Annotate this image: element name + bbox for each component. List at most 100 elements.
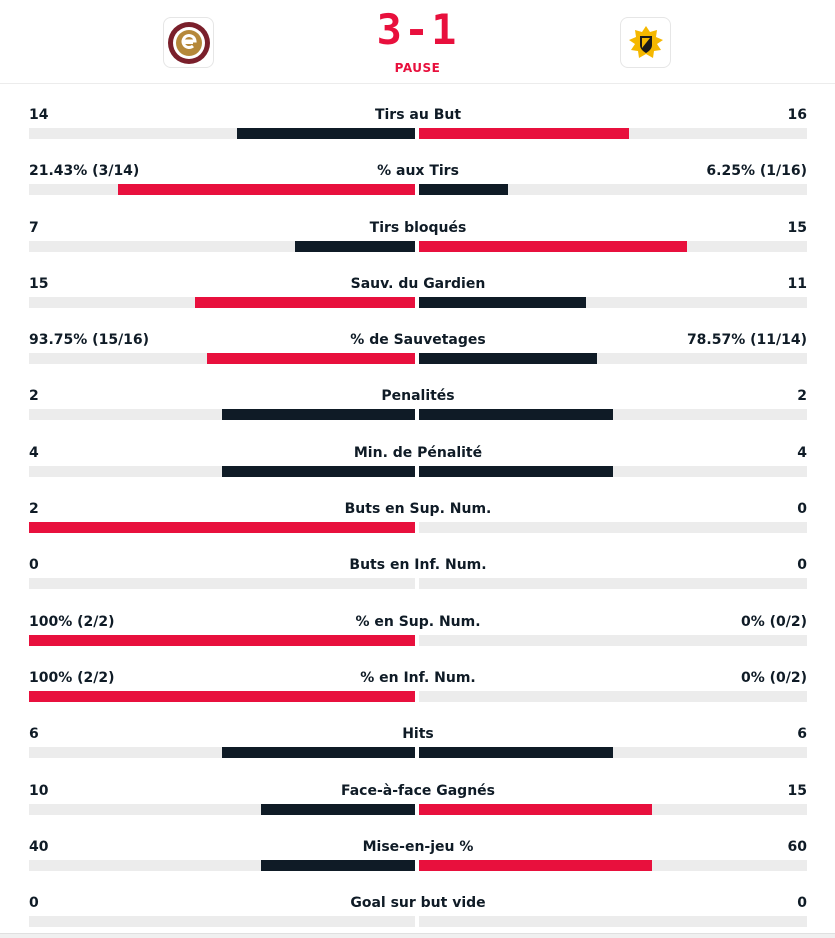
home-stat-bar <box>222 747 415 759</box>
stats-list: 14 Tirs au But 16 21.43% (3/14) % aux Tirs 6.… <box>29 88 807 932</box>
stat-row: 40 Mise-en-jeu % 60 <box>29 820 807 876</box>
home-stat-value: 93.75% (15/16) <box>29 332 150 349</box>
away-stat-bar <box>419 465 613 477</box>
bottom-divider <box>0 933 835 938</box>
home-stat-bar <box>260 803 415 815</box>
stat-row: 4 Min. de Pénalité 4 <box>29 426 807 482</box>
home-stat-value: 10 <box>29 782 49 799</box>
away-stat-track <box>419 409 807 421</box>
away-stat-track <box>419 128 807 139</box>
stat-label: Tirs au But <box>374 107 462 123</box>
home-stat-track <box>29 916 415 928</box>
match-header: 3-1 PAUSE <box>0 0 835 84</box>
away-stat-value: 15 <box>787 782 807 799</box>
home-stat-value: 2 <box>29 388 39 405</box>
stat-row: 7 Tirs bloqués 15 <box>29 201 807 257</box>
away-stat-value: 2 <box>797 388 807 405</box>
stat-label: Face-à-face Gagnés <box>340 782 495 799</box>
stat-label: Hits <box>402 726 434 743</box>
home-stat-bar <box>194 296 415 308</box>
home-stat-value: 21.43% (3/14) <box>29 163 140 180</box>
stat-row: 14 Tirs au But 16 <box>29 88 807 144</box>
stat-label: Goal sur but vide <box>350 895 486 912</box>
away-stat-value: 60 <box>787 838 807 855</box>
home-stat-value: 0 <box>29 895 39 912</box>
away-stat-track <box>419 296 807 308</box>
home-team-logo[interactable] <box>163 17 214 68</box>
away-stat-track <box>419 747 807 759</box>
home-stat-bar <box>260 859 415 871</box>
home-stat-value: 100% (2/2) <box>29 669 115 686</box>
stat-label: % en Sup. Num. <box>355 613 481 630</box>
home-stat-bar <box>222 465 415 477</box>
away-stat-bar <box>419 409 613 421</box>
away-stat-value: 15 <box>787 219 807 236</box>
home-stat-bar <box>237 128 415 139</box>
home-stat-bar <box>29 690 415 702</box>
away-stat-track <box>419 578 807 590</box>
away-stat-track <box>419 240 807 252</box>
stat-row: 0 Buts en Inf. Num. 0 <box>29 538 807 594</box>
stat-row: 93.75% (15/16) % de Sauvetages 78.57% (11/… <box>29 313 807 369</box>
away-stat-track <box>419 465 807 477</box>
home-stat-bar <box>29 634 415 646</box>
home-stat-track <box>29 465 415 477</box>
stat-row: 100% (2/2) % en Sup. Num. 0% (0/2) <box>29 595 807 651</box>
away-stat-value: 6.25% (1/16) <box>706 163 807 180</box>
away-stat-bar <box>419 240 687 252</box>
home-stat-value: 6 <box>29 726 39 743</box>
away-stat-track <box>419 916 807 928</box>
home-stat-track <box>29 690 415 702</box>
home-stat-value: 4 <box>29 444 39 461</box>
stat-label: % de Sauvetages <box>350 332 486 349</box>
away-stat-value: 16 <box>787 107 807 123</box>
away-stat-value: 6 <box>797 726 807 743</box>
away-stat-bar <box>419 296 586 308</box>
away-stat-value: 0 <box>797 557 807 574</box>
home-stat-value: 40 <box>29 838 49 855</box>
stat-row: 2 Penalités 2 <box>29 369 807 425</box>
stat-row: 15 Sauv. du Gardien 11 <box>29 257 807 313</box>
away-stat-value: 0 <box>797 895 807 912</box>
away-stat-bar <box>419 353 598 365</box>
stat-row: 2 Buts en Sup. Num. 0 <box>29 482 807 538</box>
match-score: 3-1 <box>376 5 459 54</box>
stat-label: Mise-en-jeu % <box>362 838 474 855</box>
home-stat-track <box>29 296 415 308</box>
away-stat-value: 4 <box>797 444 807 461</box>
home-stat-bar <box>29 522 415 534</box>
away-stat-bar <box>419 803 652 815</box>
yellow-crest-logo-icon <box>628 25 663 58</box>
stat-label: Tirs bloqués <box>369 219 467 236</box>
away-stat-track <box>419 859 807 871</box>
home-stat-value: 2 <box>29 501 39 518</box>
away-stat-bar <box>419 184 509 196</box>
stat-row: 21.43% (3/14) % aux Tirs 6.25% (1/16) <box>29 144 807 200</box>
home-stat-track <box>29 353 415 365</box>
away-stat-value: 78.57% (11/14) <box>686 332 807 349</box>
stat-label: % aux Tirs <box>377 163 459 180</box>
away-stat-track <box>419 690 807 702</box>
home-stat-value: 15 <box>29 275 49 292</box>
stat-row: 10 Face-à-face Gagnés 15 <box>29 764 807 820</box>
home-stat-track <box>29 128 415 139</box>
away-stat-bar <box>419 747 613 759</box>
away-stat-track <box>419 353 807 365</box>
away-stat-track <box>419 184 807 196</box>
stat-label: Sauv. du Gardien <box>350 275 486 292</box>
stat-row: 6 Hits 6 <box>29 707 807 763</box>
home-stat-track <box>29 240 415 252</box>
away-stat-track <box>419 803 807 815</box>
home-stat-bar <box>117 184 415 196</box>
away-team-logo[interactable] <box>620 17 671 68</box>
home-stat-value: 7 <box>29 219 39 236</box>
home-stat-bar <box>206 353 415 365</box>
home-stat-track <box>29 409 415 421</box>
home-stat-track <box>29 578 415 590</box>
home-stat-bar <box>222 409 415 421</box>
home-stat-track <box>29 184 415 196</box>
stat-label: Buts en Inf. Num. <box>349 557 487 574</box>
home-stat-track <box>29 634 415 646</box>
home-stat-track <box>29 522 415 534</box>
stat-label: % en Inf. Num. <box>360 669 476 686</box>
